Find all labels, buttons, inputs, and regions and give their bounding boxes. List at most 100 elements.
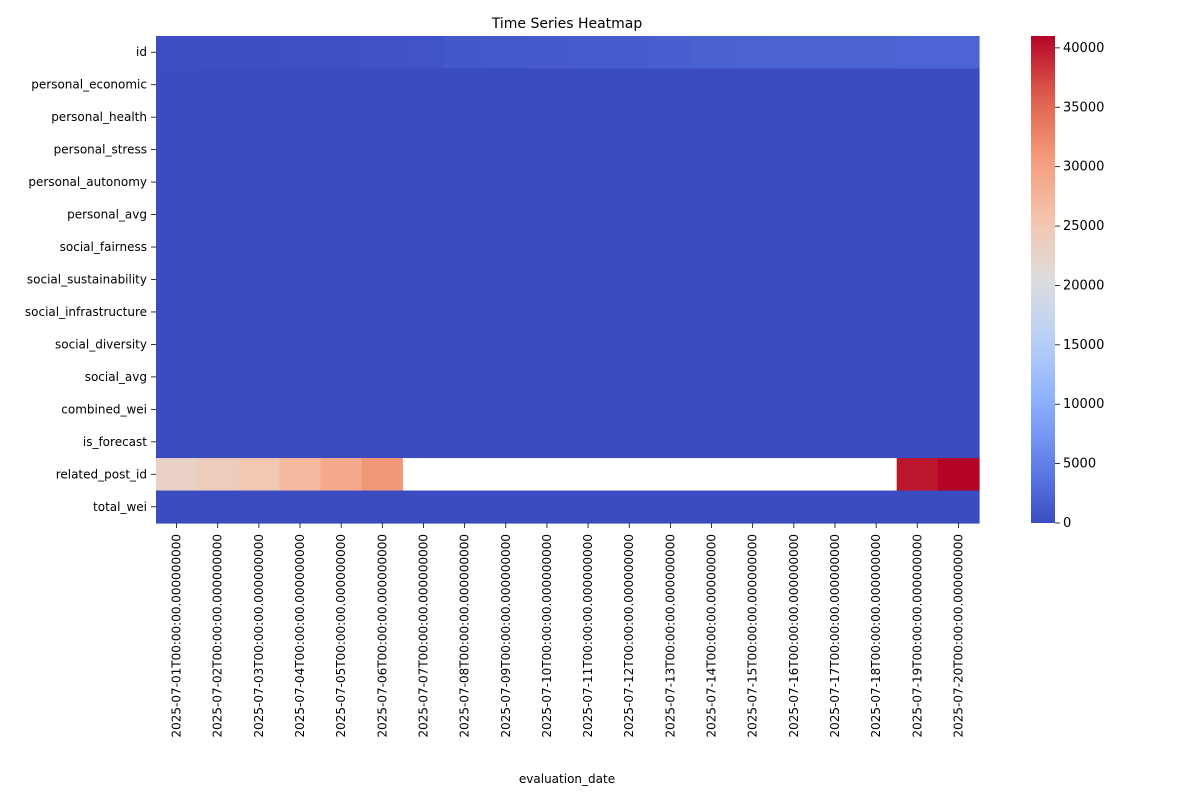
heatmap-cell (238, 68, 281, 102)
heatmap-cell (526, 133, 569, 167)
column-label: 2025-07-07T00:00:00.000000000 (416, 534, 430, 738)
heatmap-cell (444, 263, 486, 297)
heatmap-cell (402, 165, 445, 199)
heatmap-cell (937, 230, 980, 264)
colorbar-tick-label: 10000 (1063, 397, 1104, 412)
heatmap-cell (937, 295, 980, 329)
heatmap-cell (402, 393, 445, 427)
column-label: 2025-07-14T00:00:00.000000000 (705, 534, 719, 738)
heatmap-cell (773, 100, 815, 134)
heatmap-cell (896, 133, 939, 167)
heatmap-cell (444, 360, 486, 394)
heatmap-cell (526, 328, 569, 362)
heatmap-cell (937, 458, 980, 492)
heatmap-cell (937, 360, 980, 394)
heatmap-cell (485, 68, 527, 102)
heatmap-cell (485, 133, 527, 167)
heatmap-cell (814, 263, 857, 297)
heatmap-cell (690, 133, 733, 167)
heatmap-cell (320, 100, 363, 134)
column-label: 2025-07-06T00:00:00.000000000 (375, 534, 389, 738)
heatmap-cell (732, 295, 774, 329)
heatmap-cell (238, 100, 281, 134)
column-label: 2025-07-11T00:00:00.000000000 (581, 534, 595, 738)
heatmap-cell (937, 36, 980, 70)
heatmap-cell (485, 100, 527, 134)
heatmap-cell (608, 165, 651, 199)
row-label: id (136, 45, 147, 59)
heatmap-cell (732, 198, 774, 232)
heatmap-cell (526, 458, 569, 492)
heatmap-cell (526, 68, 569, 102)
colorbar-tick-label: 35000 (1063, 100, 1104, 115)
heatmap-cell (197, 100, 239, 134)
heatmap-cell (608, 295, 651, 329)
heatmap-cell (814, 328, 857, 362)
colorbar-tick-label: 25000 (1063, 219, 1104, 234)
heatmap-cell (896, 68, 939, 102)
heatmap-cell (567, 263, 610, 297)
heatmap-cell (361, 133, 404, 167)
heatmap-cell (444, 393, 486, 427)
heatmap-cell (690, 393, 733, 427)
heatmap-cell (649, 198, 692, 232)
column-label: 2025-07-19T00:00:00.000000000 (910, 534, 924, 738)
heatmap-cell (855, 393, 898, 427)
heatmap-cell (649, 295, 692, 329)
heatmap-cell (197, 133, 239, 167)
heatmap-cell (814, 360, 857, 394)
heatmap-cell (608, 100, 651, 134)
heatmap-cell (649, 393, 692, 427)
heatmap-cell (361, 100, 404, 134)
column-label: 2025-07-01T00:00:00.000000000 (170, 534, 184, 738)
heatmap-cell (814, 425, 857, 459)
heatmap-cell (444, 36, 486, 70)
heatmap-cell (937, 425, 980, 459)
heatmap-cell (320, 360, 363, 394)
heatmap-cell (320, 165, 363, 199)
column-label: 2025-07-13T00:00:00.000000000 (663, 534, 677, 738)
heatmap-cell (320, 263, 363, 297)
heatmap-cell (567, 295, 610, 329)
heatmap-cell (814, 393, 857, 427)
heatmap-cell (197, 68, 239, 102)
heatmap-cell (814, 133, 857, 167)
heatmap-cell (732, 360, 774, 394)
heatmap-cell (320, 458, 363, 492)
row-label: personal_avg (67, 208, 147, 222)
heatmap-cell (444, 490, 486, 524)
heatmap-cell (320, 68, 363, 102)
heatmap-cells (156, 36, 980, 524)
row-label: related_post_id (56, 467, 147, 481)
heatmap-cell (485, 393, 527, 427)
heatmap-cell (649, 100, 692, 134)
heatmap-cell (320, 230, 363, 264)
column-label: 2025-07-02T00:00:00.000000000 (211, 534, 225, 738)
heatmap-cell (855, 458, 898, 492)
heatmap-cell (197, 36, 239, 70)
heatmap-cell (855, 425, 898, 459)
heatmap-cell (649, 68, 692, 102)
heatmap-cell (608, 393, 651, 427)
heatmap-cell (567, 328, 610, 362)
colorbar-tick-label: 30000 (1063, 160, 1104, 175)
colorbar (1031, 36, 1055, 523)
heatmap-cell (896, 295, 939, 329)
heatmap-cell (402, 263, 445, 297)
heatmap-cell (279, 100, 322, 134)
colorbar-tick-label: 20000 (1063, 278, 1104, 293)
heatmap-cell (937, 100, 980, 134)
heatmap-cell (690, 458, 733, 492)
heatmap-cell (197, 425, 239, 459)
heatmap-cell (197, 295, 239, 329)
heatmap-cell (279, 328, 322, 362)
heatmap-cell (526, 198, 569, 232)
heatmap-cell (402, 68, 445, 102)
heatmap-cell (567, 100, 610, 134)
row-label: social_diversity (55, 337, 147, 351)
heatmap-cell (279, 360, 322, 394)
heatmap-cell (402, 36, 445, 70)
heatmap-cell (608, 133, 651, 167)
heatmap-cell (197, 165, 239, 199)
